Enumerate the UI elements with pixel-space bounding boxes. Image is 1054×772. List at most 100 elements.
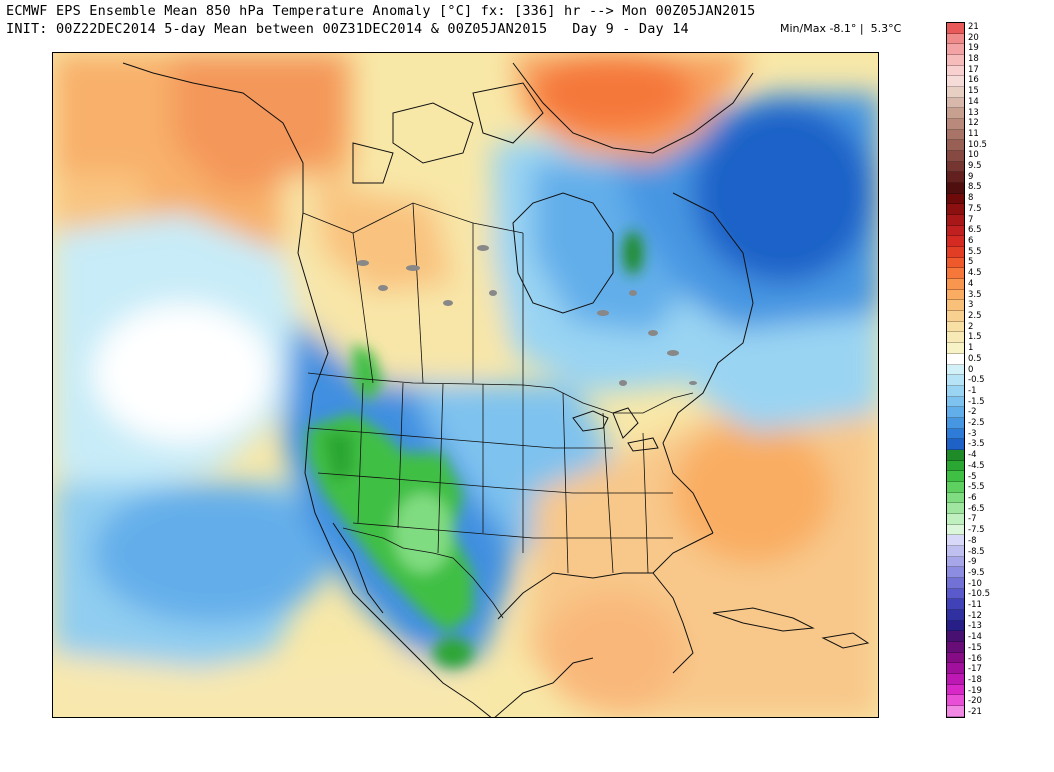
colorbar-label: -5.5 [968, 482, 985, 493]
colorbar [946, 22, 965, 718]
colorbar-label: 9.5 [968, 161, 982, 172]
colorbar-label: -10.5 [968, 589, 990, 600]
colorbar-swatch [947, 545, 964, 557]
colorbar-swatch [947, 353, 964, 365]
colorbar-swatch [947, 140, 964, 152]
colorbar-swatch [947, 108, 964, 120]
colorbar-label: 4.5 [968, 268, 982, 279]
colorbar-swatch [947, 460, 964, 472]
colorbar-label: 19 [968, 43, 979, 54]
colorbar-label: 1 [968, 343, 974, 354]
min-max-readout: Min/Max -8.1° | 5.3°C [780, 22, 902, 35]
colorbar-swatch [947, 23, 964, 34]
colorbar-swatch [947, 289, 964, 301]
colorbar-label: -8.5 [968, 546, 985, 557]
colorbar-label: 3 [968, 300, 974, 311]
colorbar-swatch [947, 652, 964, 664]
colorbar-labels: 21 20 19 18 17 16 15 14 13 12 11 10.5 10 9.5 9 8.5 8 7.5 7… [968, 22, 1048, 718]
colorbar-label: 18 [968, 53, 979, 64]
colorbar-label: 7 [968, 214, 974, 225]
colorbar-label: 3.5 [968, 289, 982, 300]
colorbar-swatch [947, 76, 964, 88]
colorbar-label: -3 [968, 428, 977, 439]
colorbar-swatch [947, 577, 964, 589]
colorbar-swatch [947, 225, 964, 237]
colorbar-label: 21 [968, 21, 979, 32]
colorbar-label: -4 [968, 450, 977, 461]
colorbar-label: -7.5 [968, 525, 985, 536]
colorbar-label: -20 [968, 696, 982, 707]
colorbar-swatch [947, 471, 964, 482]
colorbar-swatch [947, 556, 964, 568]
colorbar-swatch [947, 375, 964, 386]
colorbar-swatch [947, 343, 964, 354]
colorbar-swatch [947, 620, 964, 632]
colorbar-label: 1.5 [968, 332, 982, 343]
colorbar-swatch [947, 97, 964, 109]
colorbar-label: -6 [968, 492, 977, 503]
colorbar-swatch [947, 481, 964, 493]
colorbar-label: -7 [968, 514, 977, 525]
colorbar-swatch [947, 567, 964, 578]
colorbar-swatch [947, 183, 964, 194]
colorbar-swatch [947, 55, 964, 66]
colorbar-label: -5 [968, 471, 977, 482]
colorbar-swatch [947, 524, 964, 536]
colorbar-label: 4 [968, 278, 974, 289]
colorbar-label: -21 [968, 707, 982, 718]
colorbar-swatch [947, 151, 964, 162]
colorbar-label: -12 [968, 610, 982, 621]
colorbar-swatch [947, 204, 964, 216]
colorbar-label: 6 [968, 236, 974, 246]
colorbar-swatch [947, 364, 964, 376]
colorbar-label: 7.5 [968, 203, 982, 214]
colorbar-label: -3.5 [968, 439, 985, 450]
colorbar-label: 13 [968, 107, 979, 118]
colorbar-swatch [947, 332, 964, 344]
colorbar-swatch [947, 172, 964, 184]
colorbar-swatch [947, 673, 964, 685]
colorbar-swatch [947, 492, 964, 504]
colorbar-label: -9 [968, 557, 977, 568]
colorbar-swatch [947, 65, 964, 77]
colorbar-label: -0.5 [968, 375, 985, 386]
lakes [357, 245, 697, 386]
colorbar-label: 2.5 [968, 310, 982, 321]
colorbar-swatch [947, 503, 964, 514]
colorbar-label: 0 [968, 364, 974, 375]
anomaly-fill-field [53, 53, 878, 717]
colorbar-swatch [947, 87, 964, 98]
colorbar-label: 5.5 [968, 246, 982, 257]
colorbar-swatch [947, 385, 964, 397]
colorbar-swatch [947, 513, 964, 525]
colorbar-swatch [947, 33, 964, 45]
colorbar-label: 6.5 [968, 225, 982, 236]
colorbar-swatch [947, 631, 964, 642]
colorbar-label: 10.5 [968, 139, 987, 150]
colorbar-label: 5 [968, 257, 974, 268]
colorbar-swatch [947, 449, 964, 461]
colorbar-label: 15 [968, 86, 979, 97]
colorbar-swatch [947, 695, 964, 706]
colorbar-label: -6.5 [968, 503, 985, 514]
colorbar-swatch [947, 588, 964, 600]
colorbar-label: 0.5 [968, 353, 982, 364]
coastlines [122, 62, 870, 717]
colorbar-swatch [947, 215, 964, 226]
cold-core-field [308, 231, 643, 668]
colorbar-swatch [947, 428, 964, 440]
colorbar-swatch [947, 279, 964, 290]
colorbar-swatch [947, 119, 964, 130]
colorbar-label: -11 [968, 600, 982, 611]
colorbar-label: -9.5 [968, 567, 985, 578]
colorbar-label: -16 [968, 653, 982, 664]
colorbar-label: 11 [968, 128, 979, 139]
colorbar-swatch [947, 161, 964, 173]
colorbar-label: -8 [968, 535, 977, 546]
colorbar-label: -17 [968, 664, 982, 675]
colorbar-label: 17 [968, 64, 979, 75]
colorbar-label: -2.5 [968, 418, 985, 429]
colorbar-label: -1.5 [968, 396, 985, 407]
colorbar-label: -19 [968, 685, 982, 696]
political-borders [302, 202, 694, 619]
